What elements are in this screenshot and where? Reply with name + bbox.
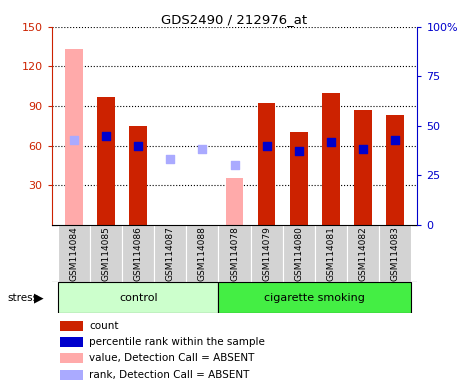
Bar <box>219 282 411 313</box>
Text: GSM114078: GSM114078 <box>230 227 239 281</box>
Bar <box>258 103 275 225</box>
Text: percentile rank within the sample: percentile rank within the sample <box>89 337 265 347</box>
Bar <box>354 110 371 225</box>
Point <box>102 132 110 139</box>
Point <box>327 139 334 145</box>
Text: value, Detection Call = ABSENT: value, Detection Call = ABSENT <box>89 353 255 363</box>
Text: ▶: ▶ <box>34 291 44 304</box>
Point <box>70 137 78 143</box>
Bar <box>65 49 83 225</box>
Bar <box>226 179 243 225</box>
Bar <box>315 225 347 282</box>
Text: GSM114084: GSM114084 <box>69 227 78 281</box>
Point <box>166 156 174 162</box>
Text: GSM114081: GSM114081 <box>326 227 335 281</box>
Bar <box>60 321 83 331</box>
Text: GSM114085: GSM114085 <box>102 227 111 281</box>
Bar <box>58 282 219 313</box>
Text: GSM114080: GSM114080 <box>294 227 303 281</box>
Text: GSM114087: GSM114087 <box>166 227 175 281</box>
Point <box>199 146 206 152</box>
Text: GSM114086: GSM114086 <box>134 227 143 281</box>
Bar <box>60 353 83 363</box>
Text: stress: stress <box>7 293 38 303</box>
Text: GSM114088: GSM114088 <box>198 227 207 281</box>
Bar <box>386 115 404 225</box>
Text: GSM114079: GSM114079 <box>262 227 271 281</box>
Bar <box>154 225 186 282</box>
Point <box>135 142 142 149</box>
Point <box>231 162 238 169</box>
Bar <box>60 370 83 380</box>
Point <box>295 148 303 154</box>
Bar <box>58 225 90 282</box>
Point <box>263 142 270 149</box>
Bar <box>290 132 308 225</box>
Bar <box>322 93 340 225</box>
Text: GSM114083: GSM114083 <box>391 227 400 281</box>
Point <box>391 137 399 143</box>
Bar <box>283 225 315 282</box>
Point <box>359 146 367 152</box>
Text: count: count <box>89 321 119 331</box>
Bar <box>97 97 115 225</box>
Bar <box>122 225 154 282</box>
Title: GDS2490 / 212976_at: GDS2490 / 212976_at <box>161 13 308 26</box>
Bar <box>90 225 122 282</box>
Bar <box>219 225 250 282</box>
Text: GSM114082: GSM114082 <box>358 227 367 281</box>
Text: rank, Detection Call = ABSENT: rank, Detection Call = ABSENT <box>89 370 250 380</box>
Text: control: control <box>119 293 158 303</box>
Bar <box>60 337 83 347</box>
Bar <box>379 225 411 282</box>
Text: cigarette smoking: cigarette smoking <box>265 293 365 303</box>
Bar <box>129 126 147 225</box>
Bar <box>250 225 283 282</box>
Bar <box>186 225 219 282</box>
Bar <box>347 225 379 282</box>
